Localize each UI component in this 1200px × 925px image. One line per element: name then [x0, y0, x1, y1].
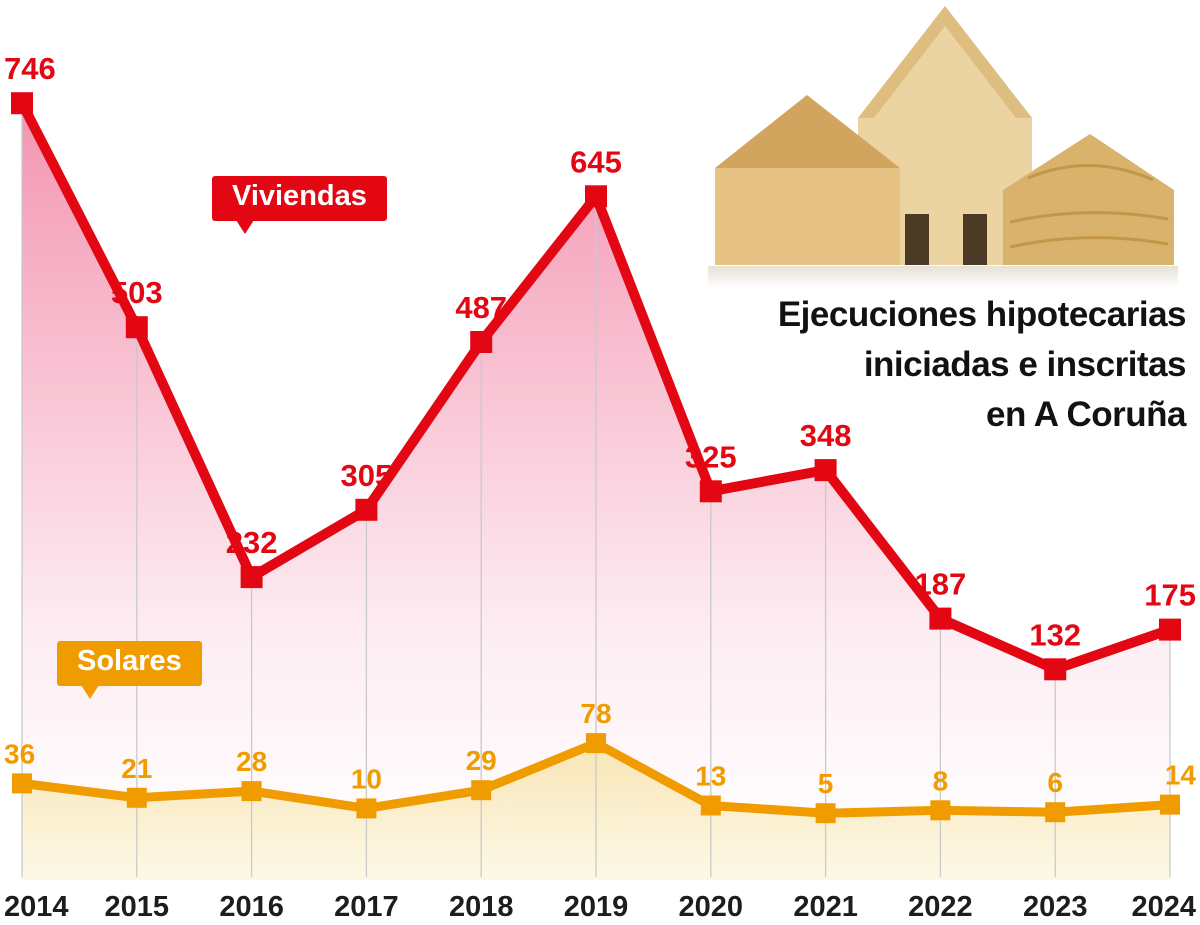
solares-value-label: 36	[4, 738, 35, 769]
viviendas-marker	[929, 607, 952, 630]
x-axis-label: 2022	[908, 891, 973, 923]
viviendas-value-label: 348	[800, 418, 852, 453]
x-axis-label: 2021	[793, 891, 858, 923]
solares-value-label: 29	[466, 745, 497, 776]
x-axis-label: 2020	[679, 891, 744, 923]
house-right-grain	[1009, 236, 1169, 249]
x-axis-label: 2017	[334, 891, 399, 923]
solares-marker	[12, 773, 32, 794]
viviendas-value-label: 187	[915, 567, 967, 602]
house-reflection	[708, 266, 1178, 288]
viviendas-value-label: 746	[4, 51, 56, 86]
x-axis-label: 2019	[564, 891, 629, 923]
viviendas-value-label: 175	[1144, 578, 1196, 613]
x-axis-label: 2014	[4, 891, 69, 923]
house-right-body	[1003, 134, 1174, 265]
viviendas-value-label: 645	[570, 144, 622, 179]
house-middle-notch	[963, 214, 987, 265]
solares-marker	[1160, 794, 1180, 815]
solares-marker	[586, 733, 606, 754]
title-line-3: en A Coruña	[986, 395, 1186, 434]
house-middle-roof	[858, 6, 1032, 118]
solares-value-label: 5	[818, 768, 834, 799]
solares-marker	[815, 803, 836, 824]
solares-value-label: 13	[695, 761, 726, 792]
x-axis: 2014 2015 2016 2017 2018 2019 2020 2021 2022 2023…	[4, 891, 1196, 923]
x-axis-label: 2015	[105, 891, 170, 923]
viviendas-value-label: 305	[341, 458, 393, 493]
house-middle	[858, 6, 1032, 265]
viviendas-marker	[1159, 618, 1181, 641]
solares-value-label: 78	[580, 698, 611, 729]
wooden-houses-illustration	[708, 6, 1178, 288]
solares-marker	[471, 780, 492, 801]
x-axis-label: 2024	[1131, 891, 1196, 923]
solares-marker	[241, 781, 262, 802]
viviendas-marker	[699, 480, 722, 503]
solares-marker	[1045, 802, 1066, 823]
solares-marker	[700, 795, 721, 816]
title-line-1: Ejecuciones hipotecarias	[777, 295, 1187, 334]
viviendas-marker	[585, 185, 607, 208]
solares-marker	[356, 798, 377, 819]
viviendas-value-label: 487	[455, 290, 507, 325]
legend-viviendas-badge: Viviendas	[212, 176, 387, 234]
house-right	[1003, 134, 1174, 265]
house-left	[715, 95, 900, 265]
solares-marker	[126, 787, 147, 808]
legend-solares-badge: Solares	[57, 641, 202, 699]
title-line-2: iniciadas e inscritas	[863, 345, 1187, 384]
viviendas-marker	[1044, 658, 1067, 681]
viviendas-marker	[470, 331, 493, 353]
house-left-body	[715, 168, 900, 265]
house-left-roof	[715, 95, 900, 168]
house-right-grain	[1009, 211, 1169, 224]
house-right-grain	[1027, 164, 1154, 182]
x-axis-label: 2016	[219, 891, 284, 923]
solares-marker	[930, 800, 951, 821]
viviendas-value-label: 503	[111, 275, 163, 310]
viviendas-marker	[125, 316, 148, 339]
solares-value-label: 8	[933, 765, 949, 796]
viviendas-value-label: 132	[1029, 617, 1081, 652]
solares-value-label: 21	[121, 753, 152, 784]
house-middle-notch	[905, 214, 929, 265]
viviendas-marker	[355, 498, 378, 521]
viviendas-marker	[814, 459, 837, 482]
viviendas-value-label: 232	[226, 525, 278, 560]
solares-value-label: 6	[1047, 767, 1063, 798]
viviendas-value-label: 325	[685, 439, 737, 474]
solares-value-label: 28	[236, 746, 267, 777]
solares-value-label: 14	[1165, 760, 1197, 791]
x-axis-label: 2023	[1023, 891, 1088, 923]
solares-value-label: 10	[351, 763, 382, 794]
viviendas-marker	[11, 92, 33, 115]
x-axis-label: 2018	[449, 891, 514, 923]
viviendas-marker	[240, 566, 263, 589]
page-title: Ejecuciones hipotecarias iniciadas e ins…	[777, 290, 1187, 440]
